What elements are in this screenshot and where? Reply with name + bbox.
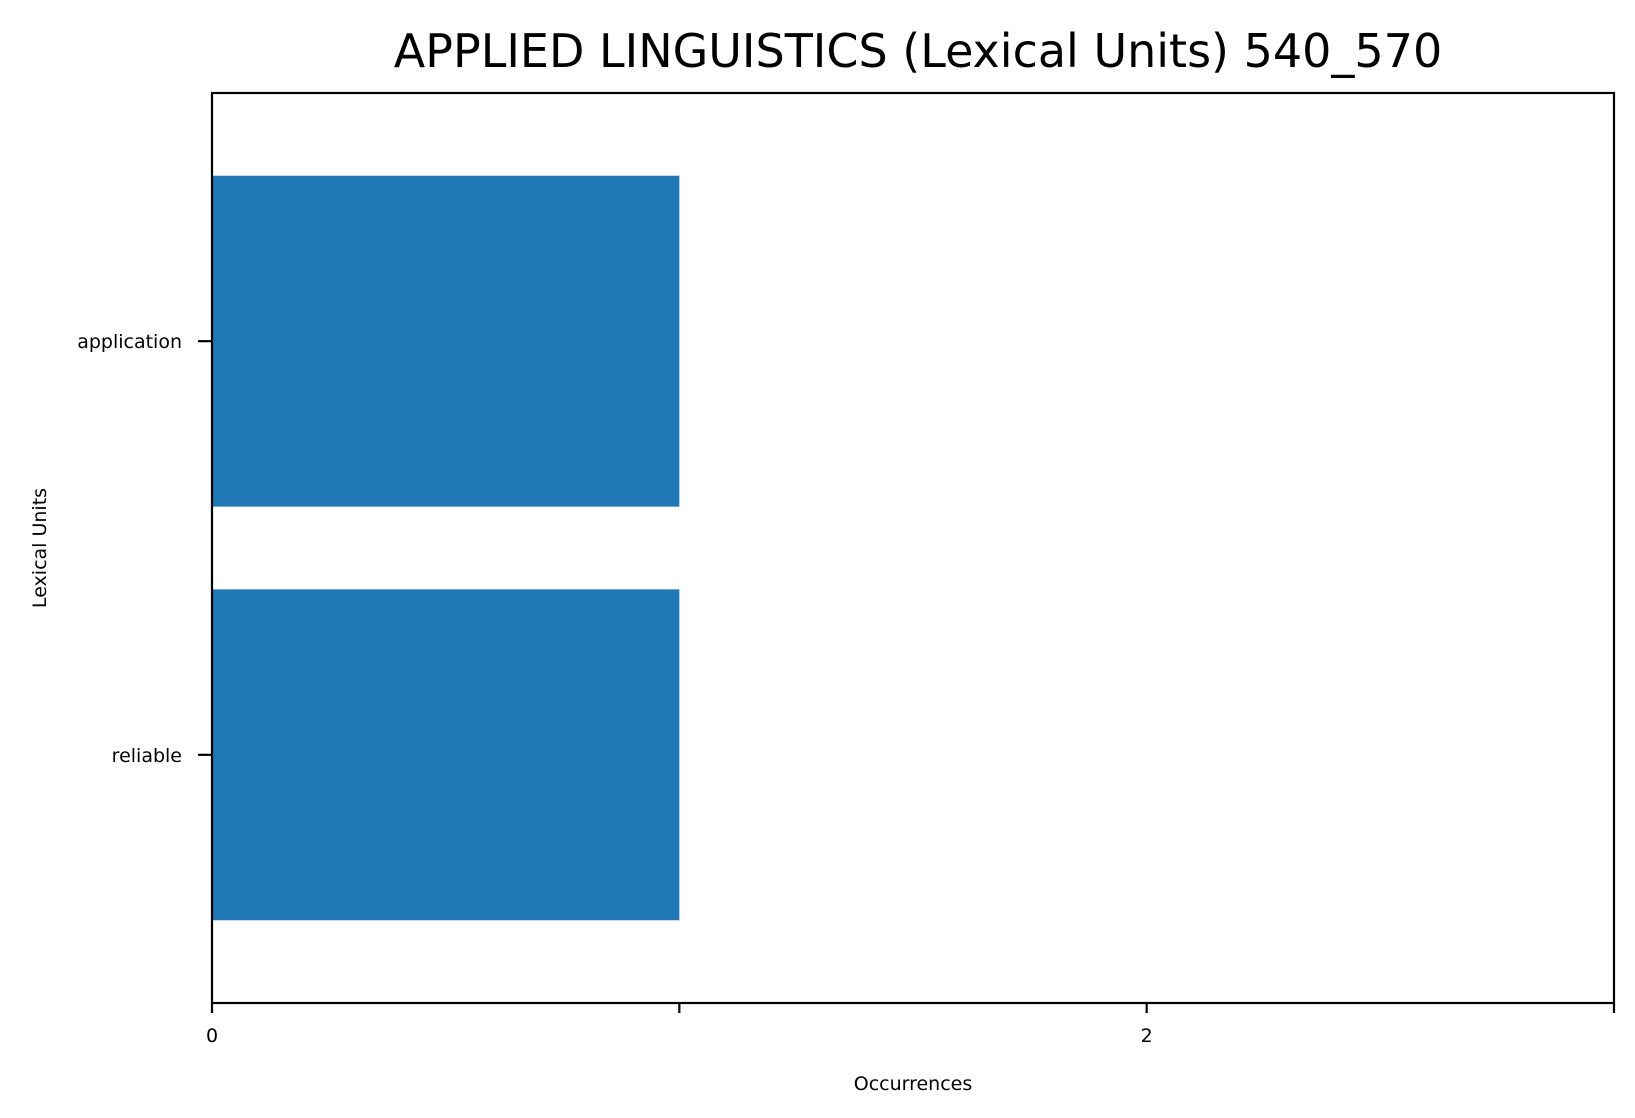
bar-application xyxy=(212,175,680,507)
y-tick-label: application xyxy=(77,331,182,353)
x-axis-label: Occurrences xyxy=(854,1073,973,1095)
chart-title: APPLIED LINGUISTICS (Lexical Units) 540_… xyxy=(394,24,1442,78)
plot-frame xyxy=(210,91,1616,1005)
y-axis: application reliable xyxy=(77,331,212,767)
y-tick-label: reliable xyxy=(112,745,182,767)
bar-reliable xyxy=(212,589,680,921)
x-tick-label: 2 xyxy=(1141,1025,1153,1047)
y-axis-label: Lexical Units xyxy=(29,488,51,608)
bars-group xyxy=(212,175,680,921)
x-tick-label: 0 xyxy=(206,1025,218,1047)
